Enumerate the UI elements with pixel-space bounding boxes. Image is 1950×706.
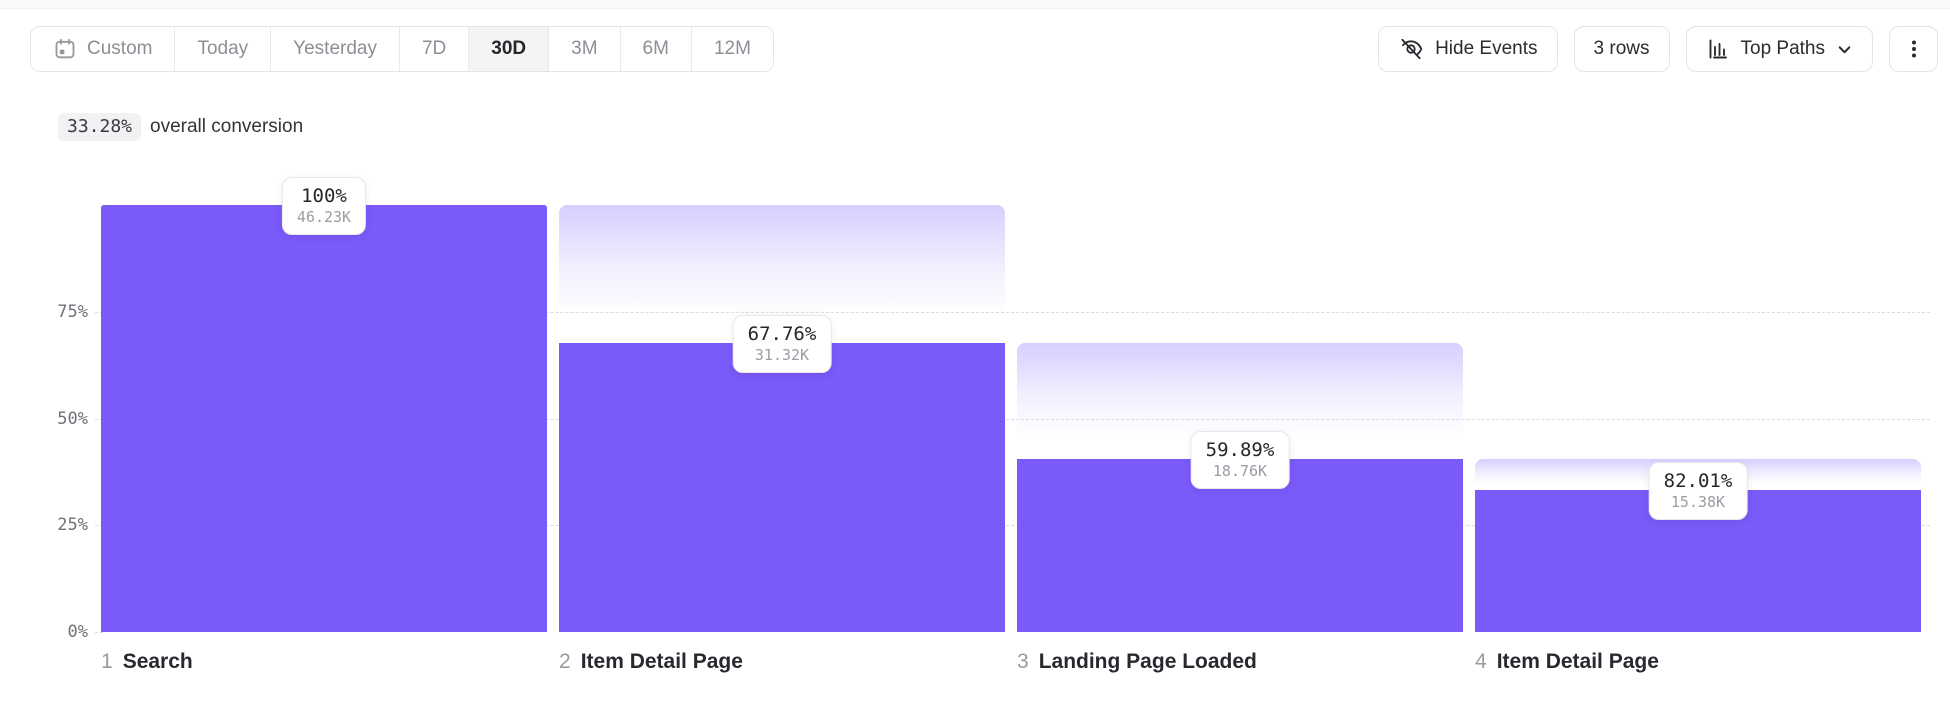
date-range-7d[interactable]: 7D	[399, 27, 470, 71]
hide-events-label: Hide Events	[1435, 38, 1538, 59]
overall-conversion-value: 33.28%	[58, 113, 142, 141]
step-count: 18.76K	[1212, 461, 1268, 480]
date-range-label: 12M	[713, 38, 751, 59]
hide-events-button[interactable]: Hide Events	[1378, 26, 1558, 72]
date-range-3m[interactable]: 3M	[549, 27, 621, 71]
step-value-card: 59.89% 18.76K	[1190, 430, 1290, 489]
step-label-2: 2 Item Detail Page	[559, 650, 743, 674]
overflow-menu-button[interactable]	[1889, 26, 1938, 72]
page-top-edge	[0, 0, 1950, 9]
date-range-label: Today	[197, 38, 249, 59]
date-range-label: 30D	[491, 38, 527, 59]
step-conversion-pct: 100%	[301, 185, 347, 207]
y-axis-label: 75%	[57, 301, 88, 322]
step-value-card: 67.76% 31.32K	[732, 314, 832, 373]
chevron-down-icon	[1836, 41, 1853, 58]
step-conversion-pct: 67.76%	[747, 322, 817, 345]
date-range-6m[interactable]: 6M	[620, 27, 692, 71]
y-axis-label: 0%	[67, 622, 88, 642]
step-name: Item Detail Page	[580, 650, 743, 673]
date-range-custom[interactable]: Custom	[31, 27, 176, 71]
step-name: Search	[122, 650, 193, 673]
date-range-yesterday[interactable]: Yesterday	[271, 27, 400, 71]
step-number: 3	[1017, 650, 1029, 673]
funnel-bar-step-2[interactable]	[559, 342, 1005, 632]
step-conversion-pct: 82.01%	[1663, 469, 1733, 492]
step-value-card: 100% 46.23K	[281, 177, 367, 235]
step-label-3: 3 Landing Page Loaded	[1017, 650, 1257, 674]
rows-label: 3 rows	[1593, 38, 1650, 59]
top-paths-label: Top Paths	[1740, 38, 1826, 59]
step-number: 1	[101, 650, 113, 673]
step-count: 46.23K	[296, 208, 352, 226]
eye-off-icon	[1398, 36, 1424, 62]
step-number: 2	[559, 650, 571, 673]
step-name: Landing Page Loaded	[1038, 650, 1257, 673]
overall-conversion-summary: 33.28% overall conversion	[58, 113, 303, 141]
date-range-control: Custom Today Yesterday 7D 30D 3M 6M 12M	[30, 26, 774, 72]
date-range-label: Yesterday	[293, 38, 377, 59]
step-number: 4	[1475, 650, 1487, 673]
calendar-icon	[53, 37, 77, 61]
date-range-12m[interactable]: 12M	[691, 27, 773, 71]
toolbar-actions: Hide Events 3 rows Top Paths	[1378, 26, 1938, 72]
date-range-today[interactable]: Today	[175, 27, 272, 71]
y-axis-label: 50%	[57, 408, 88, 429]
bar-chart-icon	[1706, 37, 1730, 61]
step-count: 15.38K	[1670, 492, 1726, 511]
step-name: Item Detail Page	[1496, 650, 1659, 673]
step-label-1: 1 Search	[101, 650, 193, 674]
rows-button[interactable]: 3 rows	[1573, 26, 1670, 72]
date-range-label: 6M	[642, 38, 669, 59]
baseline-tick	[95, 632, 103, 633]
date-range-label: Custom	[87, 38, 153, 59]
date-range-label: 3M	[571, 38, 598, 59]
step-count: 31.32K	[754, 345, 810, 364]
gridline	[95, 525, 1930, 527]
gridline	[95, 311, 1930, 313]
toolbar: Custom Today Yesterday 7D 30D 3M 6M 12M Hide Ev…	[30, 26, 1938, 72]
kebab-menu-icon	[1902, 37, 1926, 61]
date-range-30d[interactable]: 30D	[469, 27, 550, 71]
step-conversion-pct: 59.89%	[1205, 438, 1275, 461]
gridline	[95, 418, 1930, 420]
funnel-bar-step-1[interactable]	[101, 205, 547, 632]
date-range-label: 7D	[421, 38, 447, 59]
step-value-card: 82.01% 15.38K	[1648, 461, 1748, 520]
overall-conversion-text: overall conversion	[150, 116, 304, 137]
y-axis-label: 25%	[57, 515, 88, 536]
top-paths-button[interactable]: Top Paths	[1685, 26, 1873, 72]
step-label-4: 4 Item Detail Page	[1475, 650, 1659, 674]
